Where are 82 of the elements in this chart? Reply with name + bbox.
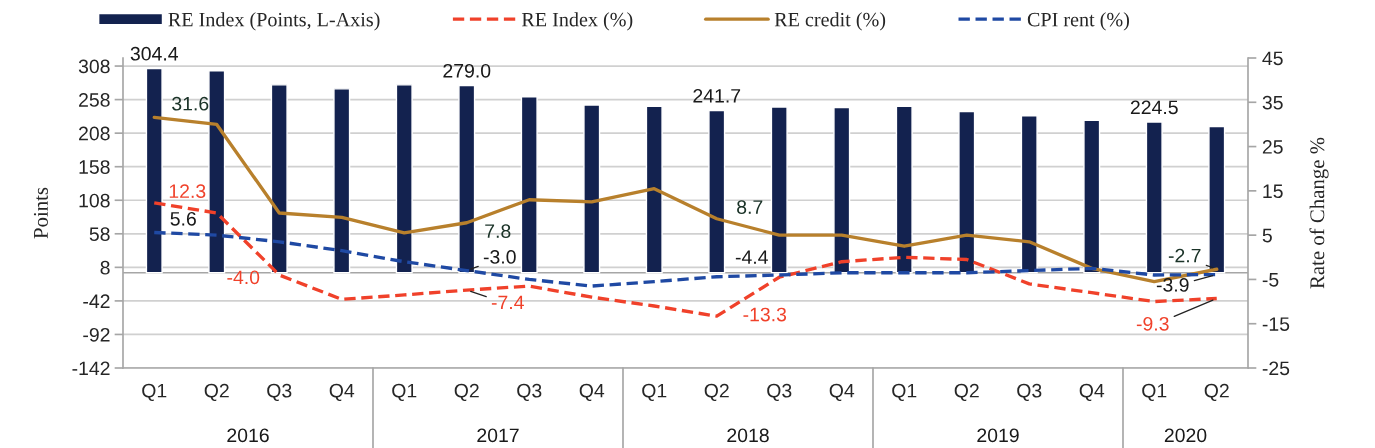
x-tick-label: Q2 xyxy=(204,383,229,402)
data-label: 5.6 xyxy=(170,211,196,226)
x-tick-label: Q1 xyxy=(892,383,917,402)
data-label: -7.4 xyxy=(491,295,524,310)
bar xyxy=(1145,121,1163,274)
data-label: 8.7 xyxy=(737,200,763,214)
bar xyxy=(270,84,288,274)
y2-tick-label: -5 xyxy=(1262,273,1279,287)
x-tick-label: Q1 xyxy=(142,383,167,402)
y-tick-label: 58 xyxy=(89,227,110,242)
data-label: -2.7 xyxy=(1168,248,1201,263)
x-tick-label: Q1 xyxy=(642,383,667,402)
y-tick-label: -42 xyxy=(83,294,110,308)
legend-label: RE Index (Points, L-Axis) xyxy=(168,12,380,31)
y2-tick-label: 25 xyxy=(1262,140,1283,154)
bar xyxy=(770,106,788,274)
legend-label: CPI rent (%) xyxy=(1027,12,1130,31)
bar xyxy=(708,109,726,274)
bar xyxy=(645,105,663,274)
y-tick-label: 258 xyxy=(79,93,110,107)
bar xyxy=(958,110,976,274)
y-tick-label: 108 xyxy=(79,193,110,208)
bar xyxy=(833,106,851,274)
bar xyxy=(333,88,351,274)
x-tick-label: Q3 xyxy=(1017,383,1042,402)
y2-tick-label: -25 xyxy=(1262,361,1290,376)
text: 2016 xyxy=(227,428,269,443)
y-axis-title: Points xyxy=(33,187,48,239)
y2-tick-label: 45 xyxy=(1262,51,1283,66)
x-tick-label: Q2 xyxy=(954,383,979,402)
x-tick-label: Q2 xyxy=(704,383,729,402)
bar xyxy=(395,84,413,274)
data-label: 304.4 xyxy=(130,46,179,61)
y2-tick-label: 5 xyxy=(1262,228,1272,243)
x-tick-label: Q4 xyxy=(329,383,355,402)
x-tick-label: Q3 xyxy=(517,383,542,402)
data-label: 31.6 xyxy=(172,96,209,111)
legend-label: RE credit (%) xyxy=(774,12,886,31)
x-tick-label: Q2 xyxy=(1204,383,1229,402)
bar xyxy=(583,104,601,274)
y-tick-label: -142 xyxy=(72,361,110,376)
x-tick-label: Q3 xyxy=(767,383,792,402)
y2-tick-label: 15 xyxy=(1263,184,1283,199)
data-label: 12.3 xyxy=(169,184,206,199)
data-label: -13.3 xyxy=(743,307,787,322)
text: 2019 xyxy=(977,428,1019,443)
bar xyxy=(1208,125,1226,274)
text: 2018 xyxy=(727,428,769,443)
data-label: -3.9 xyxy=(1156,278,1189,292)
y-tick-label: 208 xyxy=(79,126,110,141)
data-label: -4.4 xyxy=(735,250,768,264)
data-label: 224.5 xyxy=(1130,100,1178,115)
data-label: -9.3 xyxy=(1136,316,1169,331)
y-tick-label: 308 xyxy=(78,59,110,74)
y2-axis-title: Rate of Change % xyxy=(1309,137,1329,289)
x-tick-label: Q1 xyxy=(392,383,417,402)
data-label: 7.8 xyxy=(485,224,511,238)
x-tick-label: Q3 xyxy=(267,383,292,402)
y-tick-label: 158 xyxy=(79,160,110,174)
bar xyxy=(458,84,476,274)
data-label: -3.0 xyxy=(483,250,516,264)
y2-tick-label: -15 xyxy=(1262,317,1290,331)
data-label: 279.0 xyxy=(443,63,491,78)
text: 2017 xyxy=(477,428,519,443)
legend-label: RE Index (%) xyxy=(521,12,633,31)
x-tick-label: Q4 xyxy=(1079,383,1105,402)
y2-tick-label: 35 xyxy=(1262,95,1283,110)
bar xyxy=(1020,115,1038,274)
y-tick-label: 8 xyxy=(100,260,110,275)
text: 2020 xyxy=(1164,428,1207,443)
bar xyxy=(520,96,538,274)
data-label: 241.7 xyxy=(693,88,741,103)
bar xyxy=(895,105,913,274)
bar xyxy=(1083,119,1101,274)
data-label: -4.0 xyxy=(227,270,260,285)
y-tick-label: -92 xyxy=(83,327,110,342)
x-tick-label: Q1 xyxy=(1142,383,1167,402)
x-tick-label: Q4 xyxy=(829,383,855,402)
bar xyxy=(145,67,163,274)
bar xyxy=(208,70,226,274)
x-tick-label: Q2 xyxy=(454,383,479,402)
x-tick-label: Q4 xyxy=(579,383,605,402)
